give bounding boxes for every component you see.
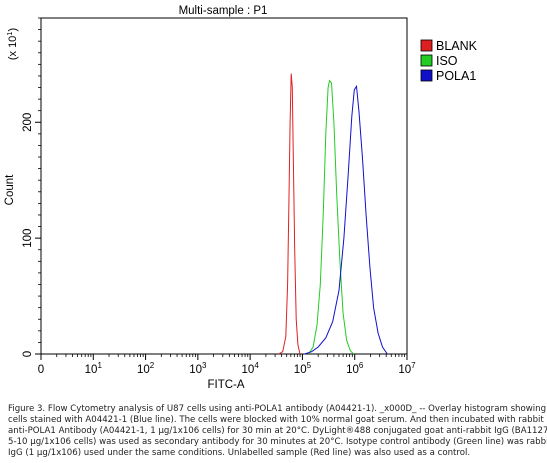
x-tick-label: 102	[137, 361, 155, 376]
y-multiplier-suffix: )	[7, 28, 19, 32]
caption-line: anti-POLA1 Antibody (A04421-1, 1 μg/1x10…	[8, 426, 547, 436]
caption-line: Figure 3. Flow Cytometry analysis of U87…	[8, 404, 547, 414]
plot-area: 0 101 102 103 104 105 106 107 0 100 200	[22, 17, 416, 376]
legend-label-iso: ISO	[436, 54, 458, 68]
x-tick-label: 105	[294, 361, 312, 376]
histogram-pola1	[304, 84, 388, 355]
histogram-blank	[278, 73, 301, 355]
legend-label-blank: BLANK	[436, 39, 478, 53]
flow-cytometry-chart: Multi-sample : P1 (x 101) Count FITC-A 0…	[4, 5, 478, 391]
caption-line: cells stained with A04421-1 (Blue line).…	[8, 415, 544, 425]
x-tick-label: 106	[346, 361, 364, 376]
legend-label-pola1: POLA1	[436, 69, 476, 83]
y-tick-label: 100	[22, 229, 34, 248]
y-multiplier-label: (x 101)	[5, 28, 19, 60]
plot-frame	[40, 17, 408, 355]
legend-swatch-pola1	[420, 69, 433, 82]
x-axis-label: FITC-A	[207, 379, 244, 391]
histogram-iso	[307, 79, 354, 355]
x-tick-label: 104	[242, 361, 260, 376]
x-tick-label: 0	[38, 364, 44, 376]
y-tick-label: 0	[22, 351, 34, 357]
y-multiplier-exponent: 1	[5, 32, 14, 36]
y-axis-label: Count	[4, 174, 16, 205]
legend-swatch-blank	[420, 39, 433, 52]
y-tick-label: 200	[22, 113, 34, 132]
x-tick-label: 101	[85, 361, 103, 376]
caption-line: 5-10 μg/1x106 cells) was used as seconda…	[8, 437, 547, 447]
y-multiplier-prefix: (x 10	[7, 36, 19, 60]
legend-swatch-iso	[420, 54, 433, 67]
chart-title: Multi-sample : P1	[179, 5, 268, 17]
x-tick-label: 107	[398, 361, 416, 376]
caption-line: IgG (1 μg/1x106) used under the same con…	[8, 448, 471, 458]
x-tick-label: 103	[189, 361, 207, 376]
figure-caption: Figure 3. Flow Cytometry analysis of U87…	[8, 404, 547, 459]
